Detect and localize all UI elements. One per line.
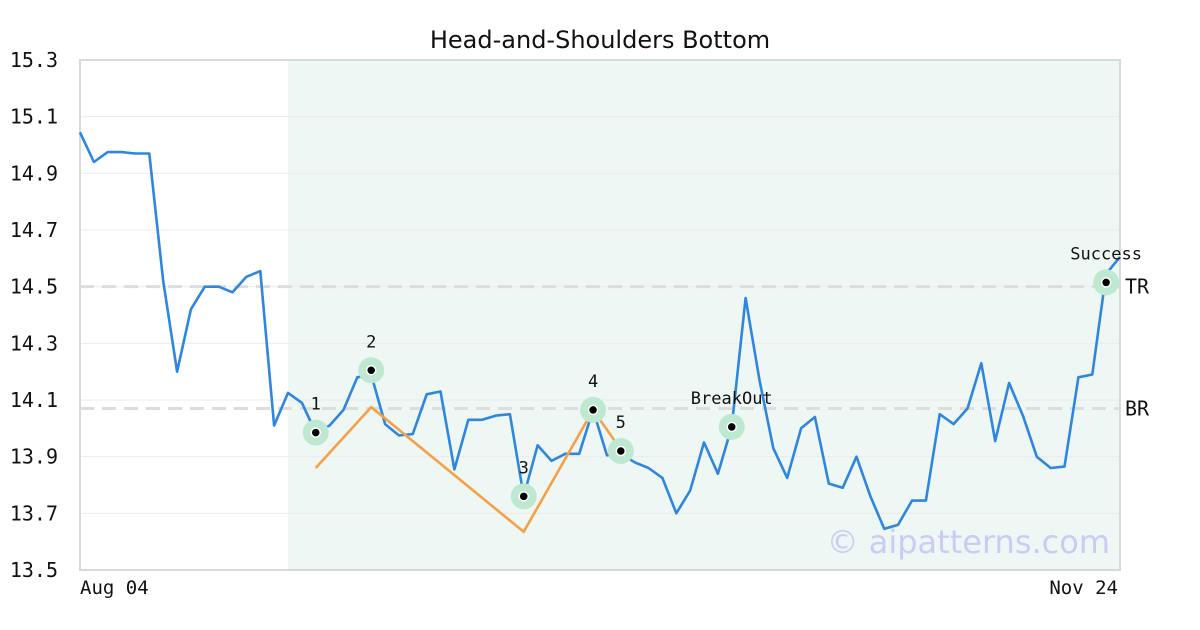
marker-dot-success [1100,277,1112,288]
reference-label-tr: TR [1125,275,1150,299]
watermark: © aipatterns.com [827,523,1110,561]
y-tick-label: 13.9 [10,445,58,469]
plot-frame [79,59,1121,571]
marker-dot-4 [587,404,599,416]
marker-label-breakout: BreakOut [691,389,773,409]
y-tick-label: 14.9 [10,161,58,185]
chart-title: Head-and-Shoulders Bottom [430,26,770,54]
x-tick-end: Nov 24 [1049,577,1118,599]
pattern-highlight-band [288,60,1120,570]
x-tick-start: Aug 04 [80,577,149,599]
marker-dot-2 [365,365,377,376]
y-tick-label: 13.5 [10,558,58,582]
y-tick-label: 14.1 [10,388,58,412]
y-tick-label: 13.7 [10,501,58,525]
pattern-line [314,405,622,534]
marker-dot-breakout [726,421,737,433]
marker-label-4: 4 [588,372,598,392]
marker-dot-1 [310,427,321,438]
y-tick-label: 14.5 [10,275,58,299]
marker-label-2: 2 [366,332,376,352]
marker-dot-5 [615,445,627,457]
marker-label-1: 1 [311,395,321,415]
y-tick-label: 15.3 [10,48,58,72]
marker-label-success: Success [1070,244,1142,264]
y-tick-label: 15.1 [10,105,58,129]
marker-dot-3 [518,491,529,502]
marker-label-3: 3 [519,458,529,478]
price-series-line [78,131,1122,531]
reference-label-br: BR [1125,397,1150,421]
y-tick-label: 14.3 [10,331,58,355]
marker-label-5: 5 [616,413,626,433]
y-tick-label: 14.7 [10,218,58,242]
